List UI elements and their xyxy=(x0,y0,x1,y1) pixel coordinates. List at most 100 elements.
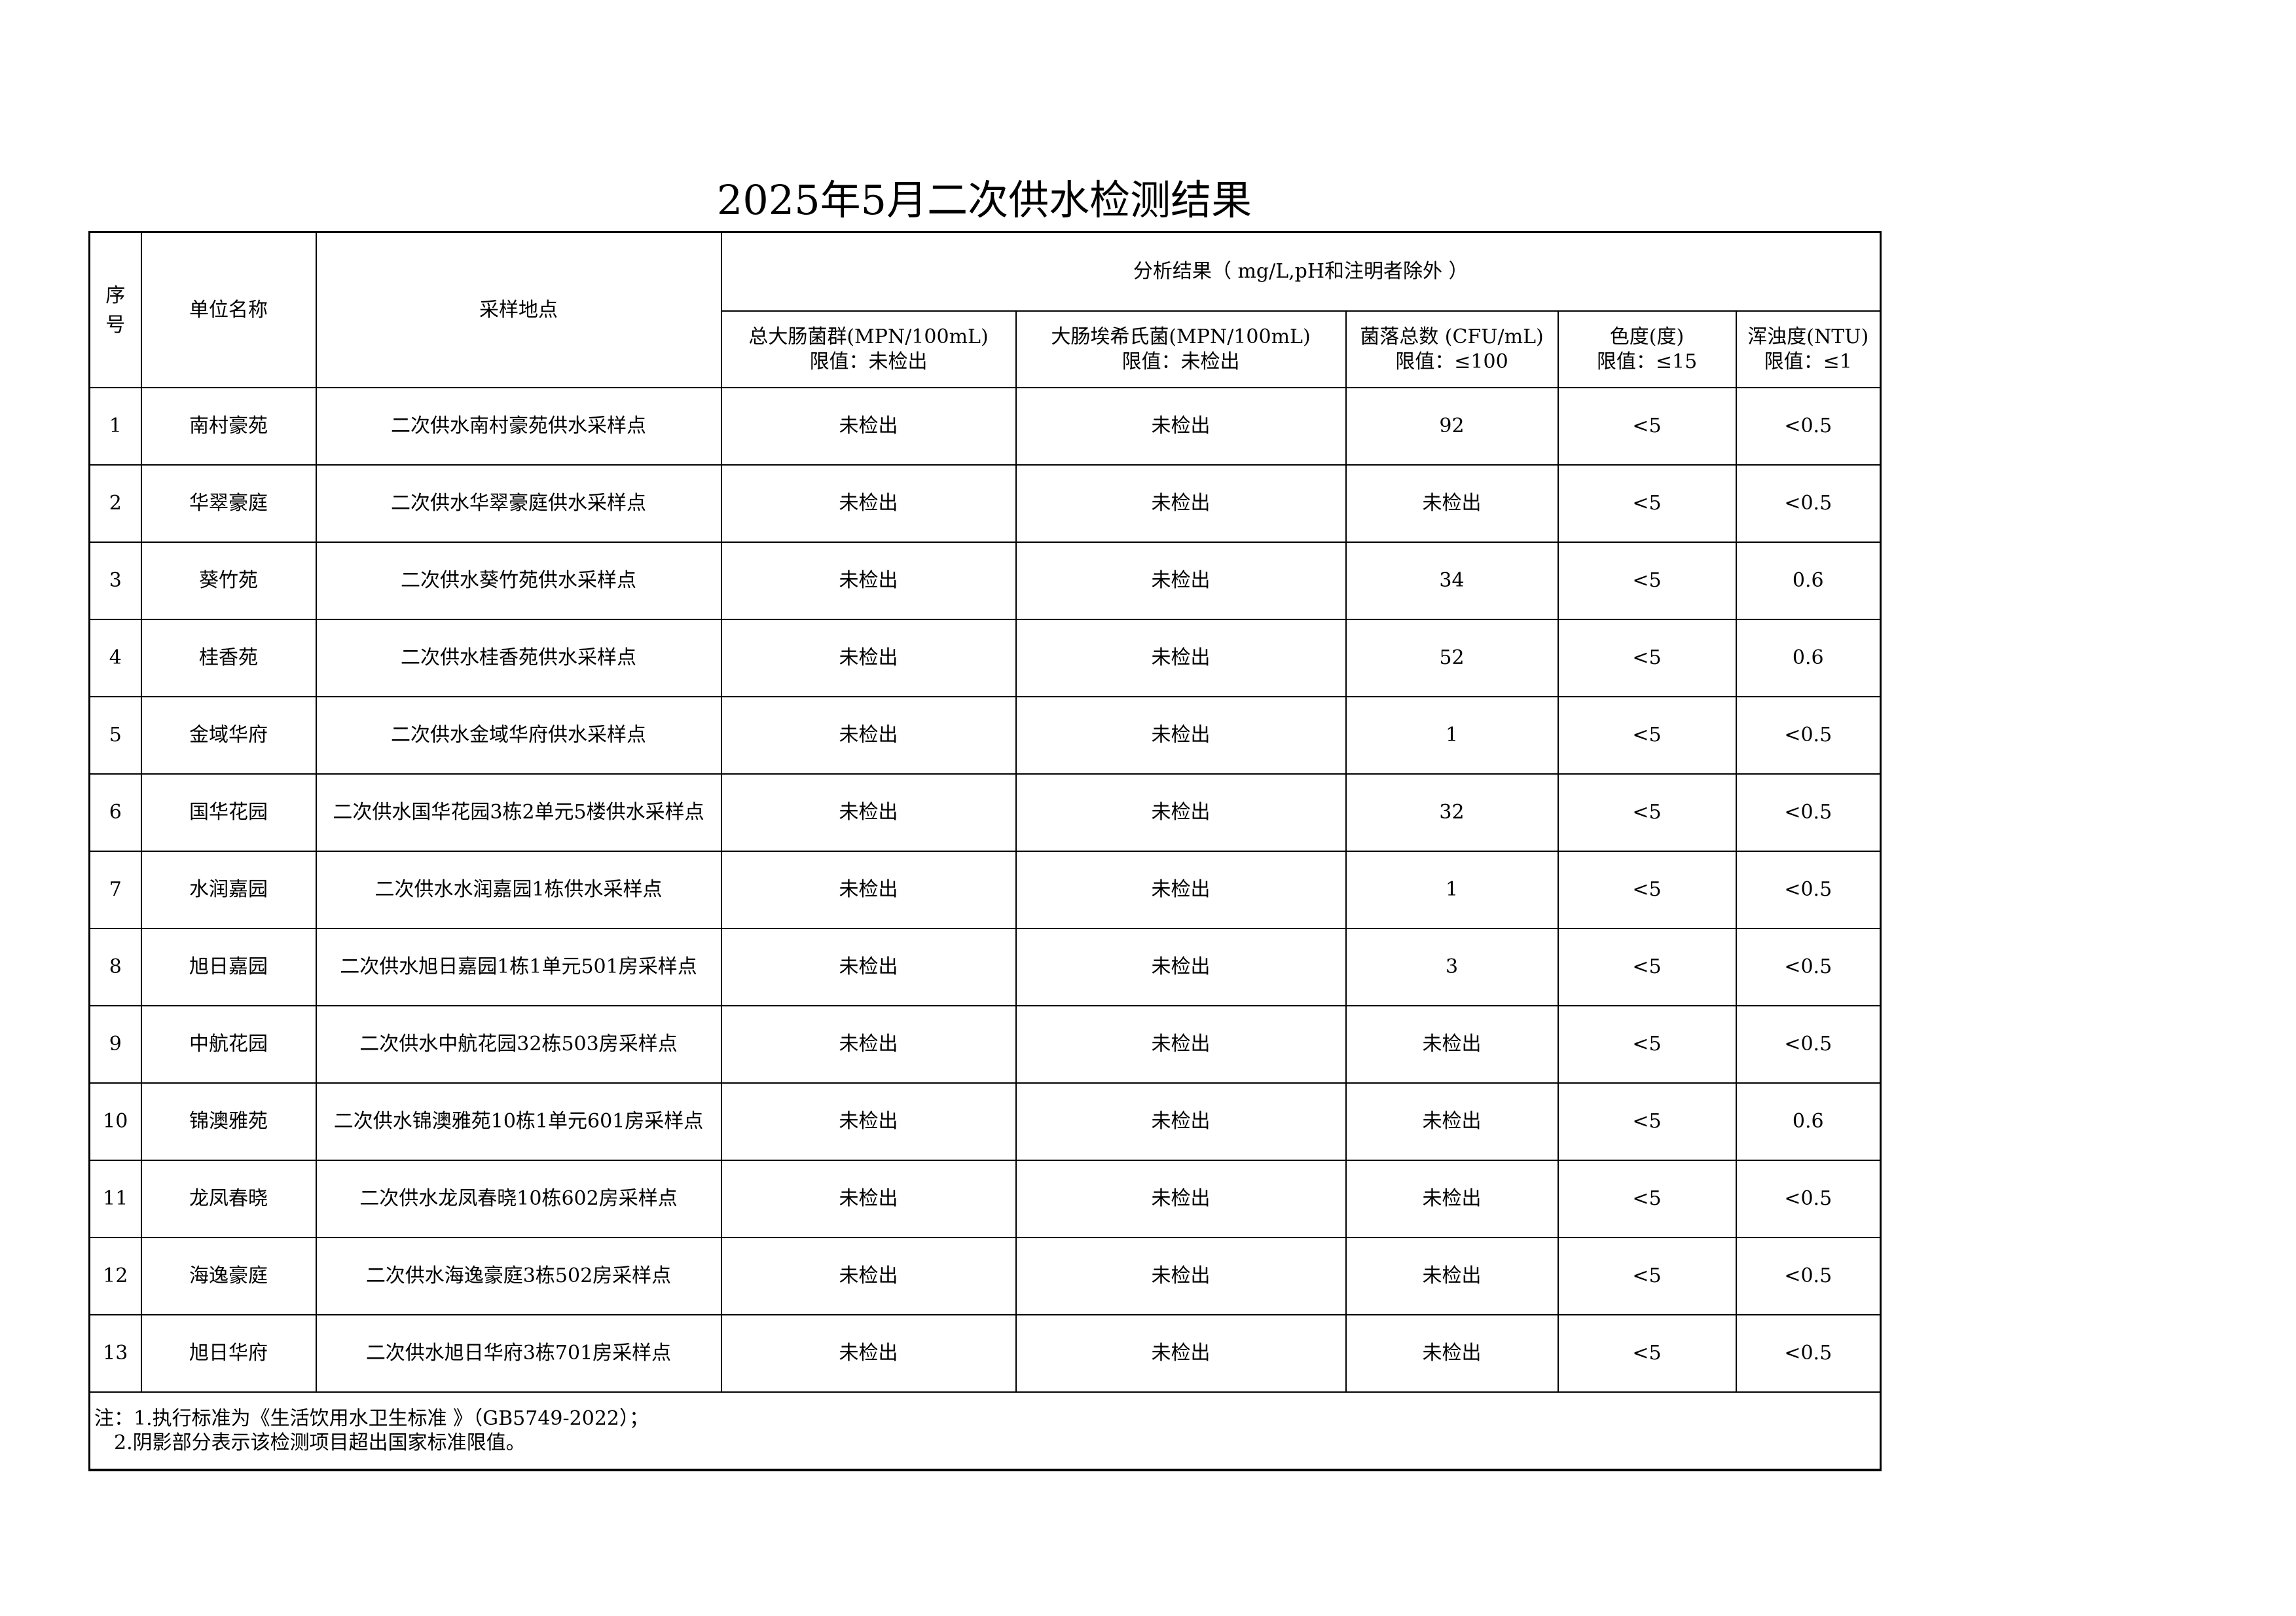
cell-turbidity: <0.5 xyxy=(1735,1237,1882,1315)
cell-color: <5 xyxy=(1557,1082,1737,1161)
header-col-name: 大肠埃希氏菌(MPN/100mL) xyxy=(1051,325,1311,348)
header-col-name: 浑浊度(NTU) xyxy=(1747,325,1869,348)
cell-colony-count: 未检出 xyxy=(1345,1160,1559,1238)
cell-index: 9 xyxy=(88,1005,142,1084)
cell-unit: 华翠豪庭 xyxy=(140,464,317,543)
header-col-limit: 限值：未检出 xyxy=(1121,350,1240,373)
cell-color: <5 xyxy=(1557,1314,1737,1393)
cell-colony-count: 未检出 xyxy=(1345,1082,1559,1161)
cell-index: 4 xyxy=(88,619,142,697)
note-2: 2.阴影部分表示该检测项目超出国家标准限值。 xyxy=(114,1431,526,1454)
cell-site: 二次供水水润嘉园1栋供水采样点 xyxy=(315,851,722,929)
header-col-3: 色度(度) 限值：≤15 xyxy=(1557,310,1737,388)
cell-color: <5 xyxy=(1557,851,1737,929)
header-col-name: 色度(度) xyxy=(1609,325,1685,348)
header-col-1: 大肠埃希氏菌(MPN/100mL) 限值：未检出 xyxy=(1015,310,1347,388)
table-row: 10 锦澳雅苑 二次供水锦澳雅苑10栋1单元601房采样点 未检出 未检出 未检出 <5 0.… xyxy=(88,1082,1882,1161)
cell-colony-count: 未检出 xyxy=(1345,1237,1559,1315)
header-col-limit: 限值：未检出 xyxy=(809,350,928,373)
cell-site: 二次供水旭日嘉园1栋1单元501房采样点 xyxy=(315,928,722,1006)
cell-color: <5 xyxy=(1557,619,1737,697)
header-col-limit: 限值：≤15 xyxy=(1596,350,1698,373)
table-row: 11 龙凤春晓 二次供水龙凤春晓10栋602房采样点 未检出 未检出 未检出 <5 <0.5 xyxy=(88,1160,1882,1238)
cell-color: <5 xyxy=(1557,464,1737,543)
cell-e-coli: 未检出 xyxy=(1015,851,1347,929)
cell-color: <5 xyxy=(1557,542,1737,620)
cell-unit: 龙凤春晓 xyxy=(140,1160,317,1238)
cell-turbidity: <0.5 xyxy=(1735,773,1882,852)
cell-unit: 海逸豪庭 xyxy=(140,1237,317,1315)
cell-unit: 中航花园 xyxy=(140,1005,317,1084)
cell-site: 二次供水国华花园3栋2单元5楼供水采样点 xyxy=(315,773,722,852)
cell-colony-count: 3 xyxy=(1345,928,1559,1006)
cell-index: 10 xyxy=(88,1082,142,1161)
cell-index: 7 xyxy=(88,851,142,929)
cell-total-coliform: 未检出 xyxy=(720,1314,1017,1393)
cell-e-coli: 未检出 xyxy=(1015,1082,1347,1161)
cell-colony-count: 未检出 xyxy=(1345,464,1559,543)
cell-total-coliform: 未检出 xyxy=(720,928,1017,1006)
cell-color: <5 xyxy=(1557,773,1737,852)
cell-colony-count: 32 xyxy=(1345,773,1559,852)
cell-colony-count: 未检出 xyxy=(1345,1314,1559,1393)
header-col-limit: 限值：≤100 xyxy=(1395,350,1508,373)
cell-colony-count: 1 xyxy=(1345,851,1559,929)
page-title: 2025年5月二次供水检测结果 xyxy=(716,176,1252,224)
cell-e-coli: 未检出 xyxy=(1015,542,1347,620)
cell-unit: 水润嘉园 xyxy=(140,851,317,929)
cell-turbidity: 0.6 xyxy=(1735,1082,1882,1161)
cell-e-coli: 未检出 xyxy=(1015,928,1347,1006)
cell-e-coli: 未检出 xyxy=(1015,1005,1347,1084)
header-unit: 单位名称 xyxy=(140,231,317,388)
cell-unit: 南村豪苑 xyxy=(140,387,317,466)
cell-e-coli: 未检出 xyxy=(1015,387,1347,466)
cell-color: <5 xyxy=(1557,1160,1737,1238)
cell-e-coli: 未检出 xyxy=(1015,1160,1347,1238)
cell-site: 二次供水金域华府供水采样点 xyxy=(315,696,722,775)
cell-e-coli: 未检出 xyxy=(1015,696,1347,775)
header-col-name: 菌落总数 (CFU/mL) xyxy=(1360,325,1544,348)
cell-site: 二次供水旭日华府3栋701房采样点 xyxy=(315,1314,722,1393)
header-col-name: 总大肠菌群(MPN/100mL) xyxy=(748,325,989,348)
cell-index: 1 xyxy=(88,387,142,466)
cell-total-coliform: 未检出 xyxy=(720,387,1017,466)
cell-e-coli: 未检出 xyxy=(1015,619,1347,697)
cell-color: <5 xyxy=(1557,1005,1737,1084)
table-row: 12 海逸豪庭 二次供水海逸豪庭3栋502房采样点 未检出 未检出 未检出 <5 <0.5 xyxy=(88,1237,1882,1315)
cell-total-coliform: 未检出 xyxy=(720,464,1017,543)
cell-colony-count: 未检出 xyxy=(1345,1005,1559,1084)
cell-colony-count: 92 xyxy=(1345,387,1559,466)
cell-e-coli: 未检出 xyxy=(1015,1237,1347,1315)
table-row: 6 国华花园 二次供水国华花园3栋2单元5楼供水采样点 未检出 未检出 32 <5 <0.5 xyxy=(88,773,1882,852)
table-row: 5 金域华府 二次供水金域华府供水采样点 未检出 未检出 1 <5 <0.5 xyxy=(88,696,1882,775)
cell-e-coli: 未检出 xyxy=(1015,464,1347,543)
cell-index: 5 xyxy=(88,696,142,775)
cell-turbidity: <0.5 xyxy=(1735,387,1882,466)
cell-index: 6 xyxy=(88,773,142,852)
cell-site: 二次供水南村豪苑供水采样点 xyxy=(315,387,722,466)
cell-site: 二次供水海逸豪庭3栋502房采样点 xyxy=(315,1237,722,1315)
table-row: 13 旭日华府 二次供水旭日华府3栋701房采样点 未检出 未检出 未检出 <5 <0.5 xyxy=(88,1314,1882,1393)
cell-unit: 国华花园 xyxy=(140,773,317,852)
results-table: 序号 单位名称 采样地点 分析结果（ mg/L,pH和注明者除外 ） 总大肠菌群… xyxy=(88,231,1882,1471)
cell-index: 8 xyxy=(88,928,142,1006)
cell-turbidity: 0.6 xyxy=(1735,619,1882,697)
cell-total-coliform: 未检出 xyxy=(720,1237,1017,1315)
cell-index: 13 xyxy=(88,1314,142,1393)
cell-total-coliform: 未检出 xyxy=(720,1082,1017,1161)
cell-total-coliform: 未检出 xyxy=(720,1160,1017,1238)
cell-total-coliform: 未检出 xyxy=(720,542,1017,620)
cell-total-coliform: 未检出 xyxy=(720,773,1017,852)
table-row: 8 旭日嘉园 二次供水旭日嘉园1栋1单元501房采样点 未检出 未检出 3 <5 <0.5 xyxy=(88,928,1882,1006)
cell-total-coliform: 未检出 xyxy=(720,619,1017,697)
cell-site: 二次供水锦澳雅苑10栋1单元601房采样点 xyxy=(315,1082,722,1161)
cell-site: 二次供水龙凤春晓10栋602房采样点 xyxy=(315,1160,722,1238)
cell-site: 二次供水桂香苑供水采样点 xyxy=(315,619,722,697)
cell-unit: 桂香苑 xyxy=(140,619,317,697)
cell-turbidity: <0.5 xyxy=(1735,1314,1882,1393)
cell-colony-count: 1 xyxy=(1345,696,1559,775)
cell-site: 二次供水中航花园32栋503房采样点 xyxy=(315,1005,722,1084)
cell-color: <5 xyxy=(1557,928,1737,1006)
cell-unit: 旭日华府 xyxy=(140,1314,317,1393)
cell-turbidity: <0.5 xyxy=(1735,928,1882,1006)
